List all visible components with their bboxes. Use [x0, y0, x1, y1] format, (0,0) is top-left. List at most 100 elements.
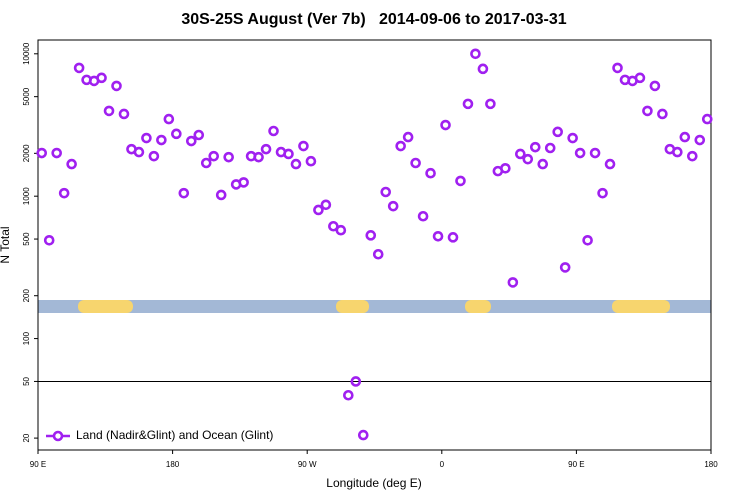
y-tick-label: 50	[22, 376, 31, 385]
surface-band	[38, 300, 711, 313]
land-band	[336, 300, 369, 313]
data-point	[313, 204, 324, 216]
data-point	[440, 119, 451, 131]
data-point	[111, 80, 122, 92]
x-tick-label: 90 E	[30, 460, 46, 469]
data-point	[574, 147, 586, 159]
y-tick-label: 5000	[22, 87, 31, 105]
data-point	[432, 230, 444, 242]
data-point	[612, 62, 623, 74]
data-point	[582, 235, 593, 246]
data-point	[462, 98, 474, 110]
x-tick-label: 180	[166, 460, 180, 469]
data-point	[96, 72, 107, 84]
data-point	[43, 235, 55, 246]
y-axis-label: N Total	[0, 226, 12, 263]
data-point	[395, 140, 406, 152]
y-tick-label: 1000	[22, 187, 31, 205]
data-point	[357, 429, 369, 441]
data-point	[66, 158, 77, 170]
data-point	[642, 105, 653, 117]
data-point	[193, 129, 205, 141]
data-point	[298, 140, 309, 152]
data-point	[200, 157, 212, 169]
data-point	[672, 146, 683, 158]
data-point	[544, 142, 556, 154]
data-point	[701, 113, 713, 125]
data-point	[283, 148, 294, 160]
data-point	[185, 135, 197, 147]
data-point	[171, 128, 182, 140]
data-point	[455, 175, 466, 187]
data-point	[515, 148, 526, 160]
data-point	[290, 158, 302, 170]
data-point	[679, 131, 691, 143]
data-point	[649, 80, 661, 92]
data-point	[178, 187, 190, 199]
x-axis-label: Longitude (deg E)	[326, 476, 421, 490]
data-point	[305, 155, 317, 167]
y-tick-label: 20	[22, 433, 31, 442]
legend-marker	[52, 430, 64, 442]
data-point	[552, 126, 564, 138]
data-point	[589, 147, 601, 159]
data-point	[163, 113, 175, 125]
data-point	[223, 151, 234, 163]
data-point	[402, 131, 414, 143]
data-point	[268, 125, 279, 137]
data-point	[477, 63, 489, 75]
data-point	[133, 146, 145, 158]
x-tick-label: 90 W	[298, 460, 317, 469]
data-point	[417, 210, 429, 222]
data-point	[372, 248, 384, 260]
data-point	[141, 132, 152, 144]
data-point	[118, 108, 130, 120]
data-point	[73, 62, 85, 74]
x-tick-label: 90 E	[568, 460, 584, 469]
data-point	[36, 147, 48, 159]
chart-title: 30S-25S August (Ver 7b) 2014-09-06 to 20…	[181, 11, 566, 28]
data-point	[657, 108, 668, 120]
y-tick-label: 10000	[22, 42, 31, 65]
data-point	[215, 189, 227, 201]
data-point	[58, 187, 70, 199]
data-point	[537, 158, 549, 170]
x-tick-label: 180	[704, 460, 718, 469]
data-point	[335, 224, 347, 236]
data-point	[51, 147, 62, 159]
data-point	[522, 153, 534, 165]
data-point	[507, 277, 519, 288]
data-point	[350, 376, 362, 387]
land-band	[78, 300, 133, 313]
land-band	[612, 300, 670, 313]
y-tick-label: 2000	[22, 144, 31, 162]
data-point	[425, 167, 436, 179]
data-point	[208, 150, 220, 162]
data-point	[447, 232, 459, 243]
x-tick-label: 0	[440, 460, 445, 469]
data-point	[410, 157, 421, 169]
y-tick-label: 500	[22, 232, 31, 246]
plot-frame	[37, 39, 712, 451]
data-point	[604, 158, 616, 170]
data-point	[260, 143, 272, 155]
data-point	[343, 389, 354, 401]
data-point	[365, 230, 377, 241]
y-tick-label: 200	[22, 288, 31, 302]
data-point	[238, 177, 249, 188]
data-point	[529, 141, 541, 153]
data-point	[500, 162, 511, 174]
y-tick-label: 100	[22, 331, 31, 345]
data-point	[156, 134, 167, 146]
data-point	[380, 186, 392, 198]
data-point	[320, 199, 332, 211]
data-point	[470, 48, 481, 60]
ocean-band	[38, 300, 711, 313]
data-point	[253, 151, 264, 163]
data-point	[559, 262, 571, 273]
data-point	[694, 134, 706, 146]
data-point	[103, 105, 115, 117]
data-point	[485, 98, 496, 110]
legend-label: Land (Nadir&Glint) and Ocean (Glint)	[76, 428, 273, 442]
